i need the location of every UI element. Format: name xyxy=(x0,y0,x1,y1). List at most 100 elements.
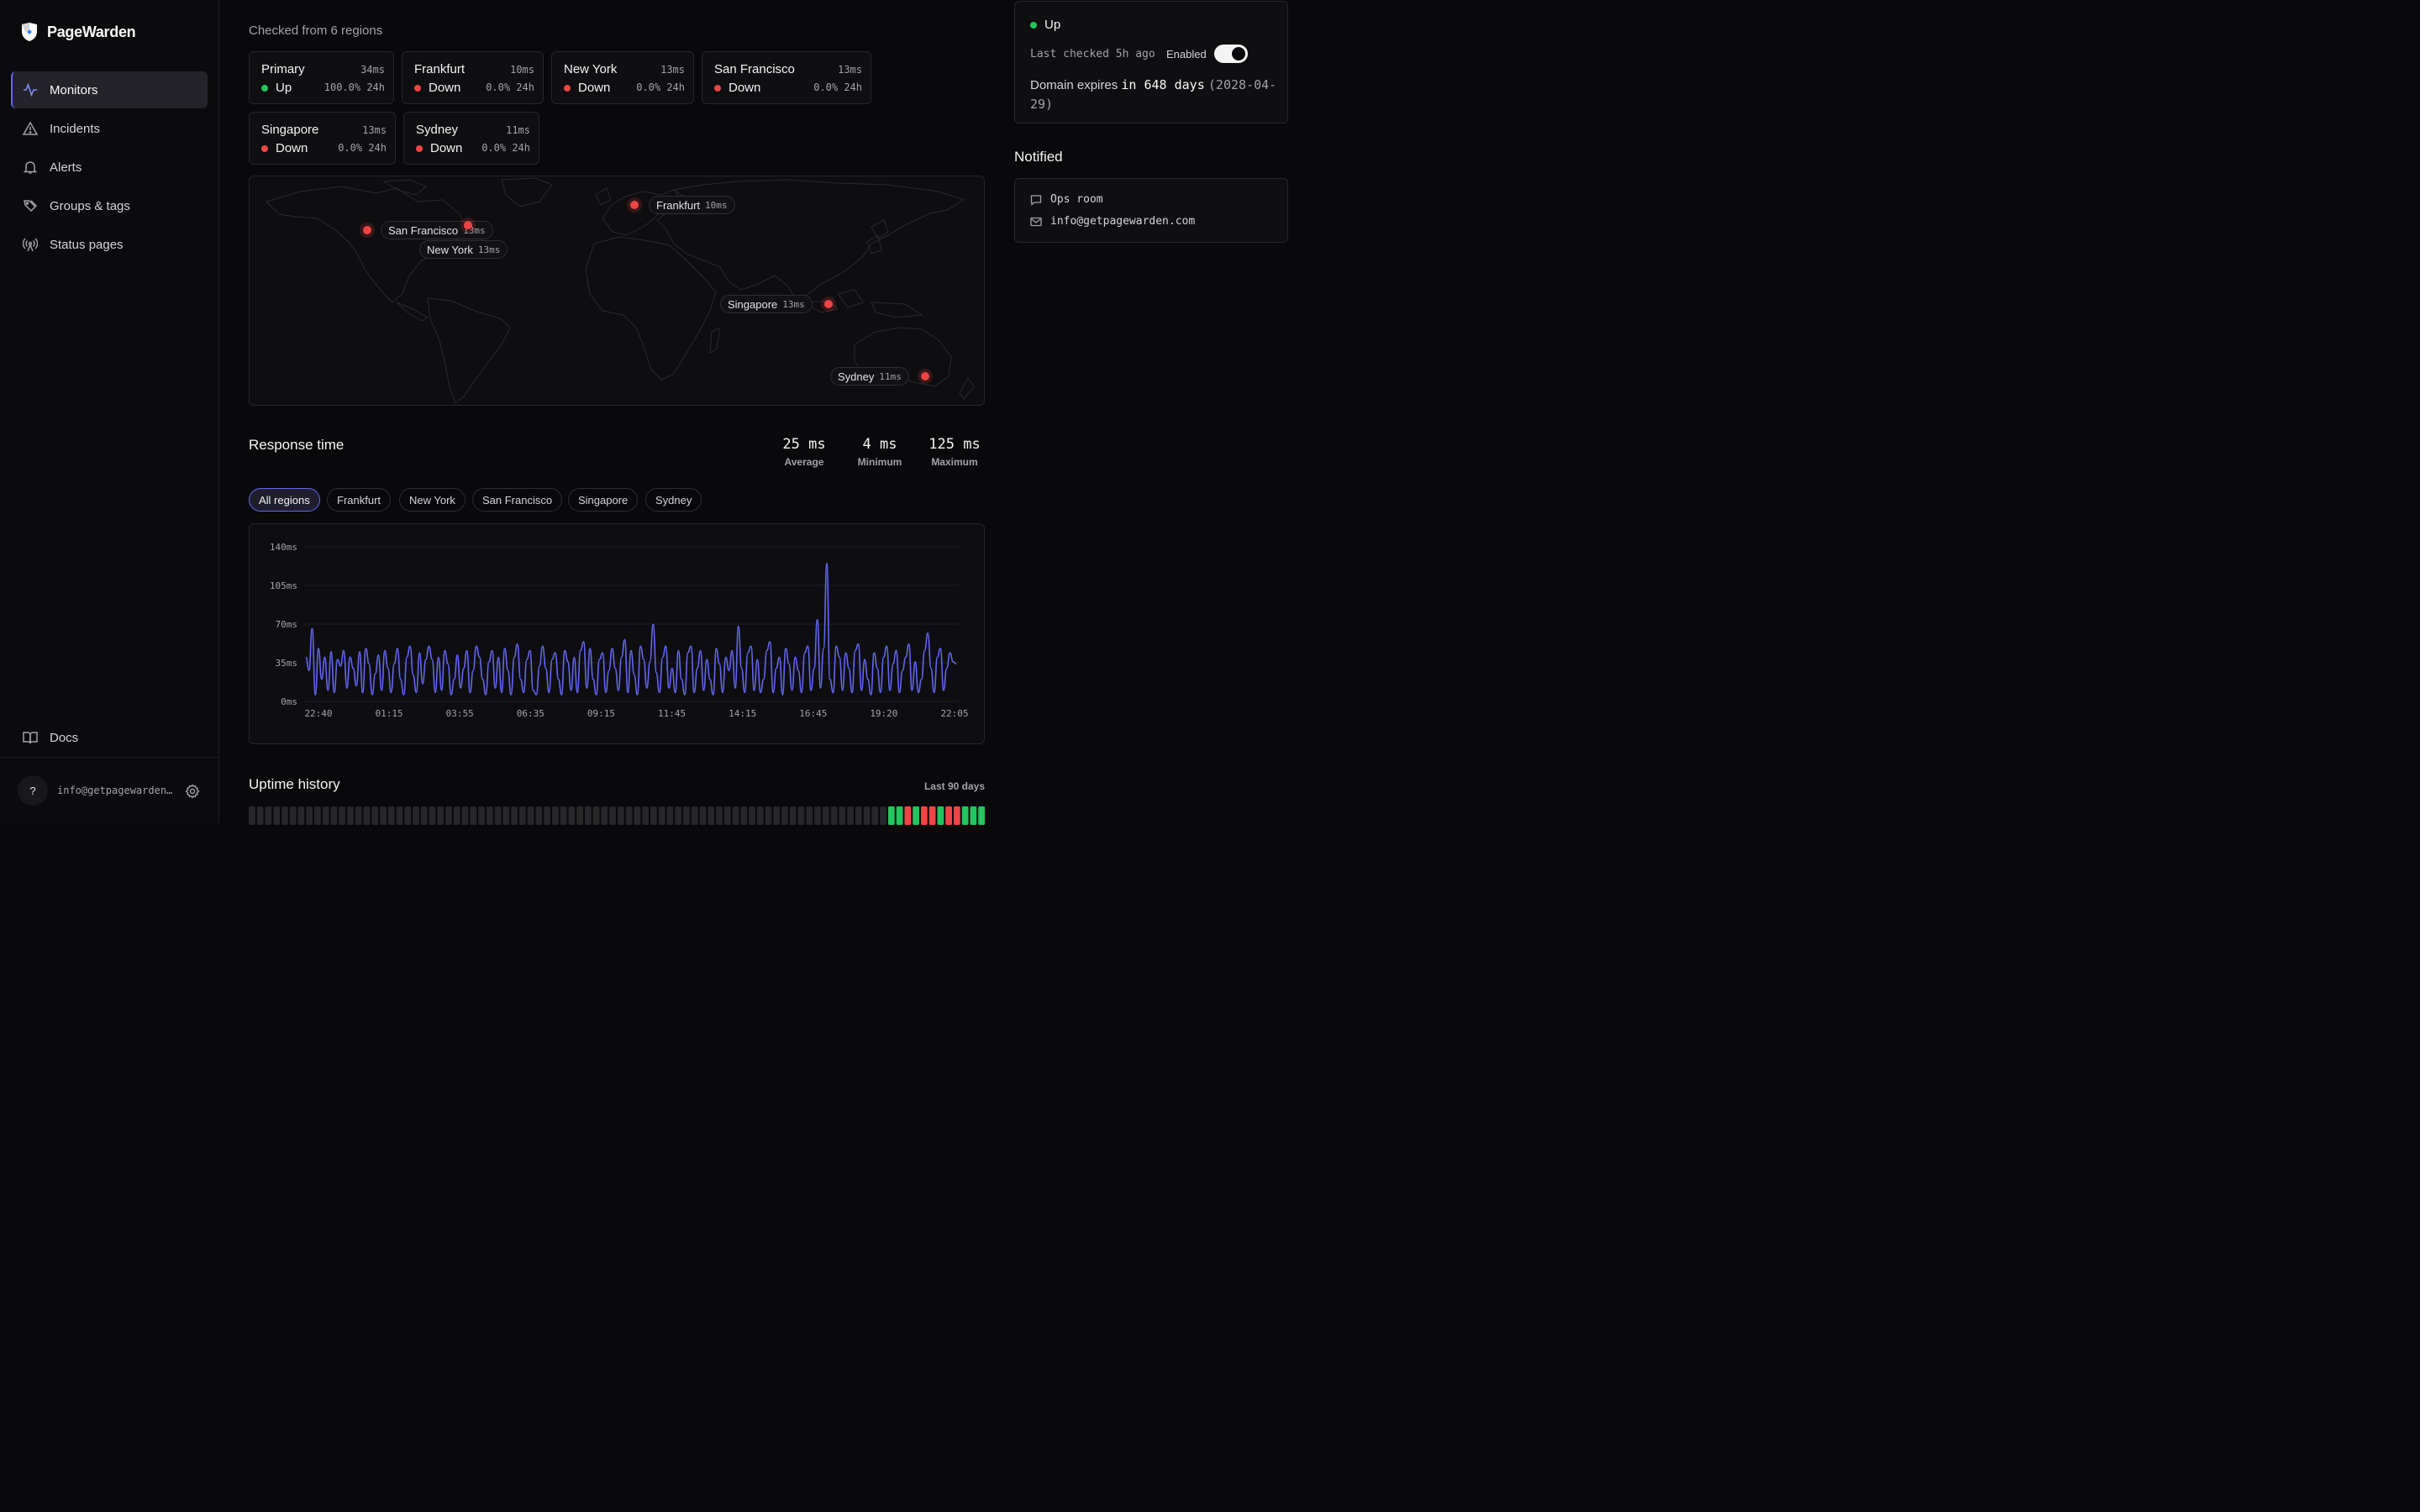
uptime-day-bar[interactable] xyxy=(601,806,608,825)
sidebar-item-groups-tags[interactable]: Groups & tags xyxy=(11,187,208,224)
uptime-day-bar[interactable] xyxy=(855,806,862,825)
region-card-singapore[interactable]: Singapore 13ms Down 0.0% 24h xyxy=(249,112,396,165)
map-pin-new-york[interactable] xyxy=(464,221,472,229)
uptime-day-bar[interactable] xyxy=(576,806,583,825)
uptime-day-bar[interactable] xyxy=(618,806,624,825)
uptime-day-bar[interactable] xyxy=(380,806,387,825)
sidebar-item-docs[interactable]: Docs xyxy=(11,721,208,754)
brand[interactable]: PageWarden xyxy=(20,22,136,42)
gear-icon[interactable] xyxy=(185,784,200,799)
uptime-day-bar[interactable] xyxy=(396,806,403,825)
uptime-day-bar[interactable] xyxy=(445,806,452,825)
sidebar-item-alerts[interactable]: Alerts xyxy=(11,149,208,186)
uptime-day-bar[interactable] xyxy=(756,806,764,825)
uptime-day-bar[interactable] xyxy=(249,806,255,825)
uptime-day-bar[interactable] xyxy=(551,806,559,825)
uptime-day-bar[interactable] xyxy=(920,806,928,825)
filter-chip-sydney[interactable]: Sydney xyxy=(645,488,702,512)
uptime-day-bar[interactable] xyxy=(306,806,313,825)
uptime-day-bar[interactable] xyxy=(330,806,338,825)
region-card-san-francisco[interactable]: San Francisco 13ms Down 0.0% 24h xyxy=(702,51,871,104)
region-card-new-york[interactable]: New York 13ms Down 0.0% 24h xyxy=(551,51,694,104)
uptime-day-bar[interactable] xyxy=(723,806,731,825)
uptime-day-bar[interactable] xyxy=(675,806,682,825)
uptime-day-bar[interactable] xyxy=(650,806,657,825)
uptime-day-bar[interactable] xyxy=(913,806,919,825)
uptime-day-bar[interactable] xyxy=(478,806,485,825)
uptime-day-bar[interactable] xyxy=(691,806,698,825)
uptime-day-bar[interactable] xyxy=(527,806,534,825)
uptime-day-bar[interactable] xyxy=(609,806,616,825)
uptime-day-bar[interactable] xyxy=(978,806,985,825)
uptime-day-bar[interactable] xyxy=(437,806,445,825)
uptime-day-bar[interactable] xyxy=(281,806,288,825)
uptime-day-bar[interactable] xyxy=(847,806,854,825)
uptime-day-bar[interactable] xyxy=(937,806,944,825)
uptime-day-bar[interactable] xyxy=(256,806,264,825)
uptime-day-bar[interactable] xyxy=(708,806,715,825)
uptime-day-bar[interactable] xyxy=(429,806,436,825)
uptime-day-bar[interactable] xyxy=(511,806,518,825)
uptime-day-bar[interactable] xyxy=(683,806,690,825)
uptime-day-bar[interactable] xyxy=(830,806,838,825)
uptime-day-bar[interactable] xyxy=(568,806,576,825)
uptime-day-bar[interactable] xyxy=(470,806,477,825)
filter-chip-new-york[interactable]: New York xyxy=(399,488,466,512)
uptime-day-bar[interactable] xyxy=(929,806,936,825)
map-pin-sydney[interactable] xyxy=(921,372,929,381)
region-card-primary[interactable]: Primary 34ms Up 100.0% 24h xyxy=(249,51,394,104)
uptime-day-bar[interactable] xyxy=(970,806,977,825)
uptime-day-bar[interactable] xyxy=(584,806,592,825)
uptime-day-bar[interactable] xyxy=(781,806,788,825)
uptime-day-bar[interactable] xyxy=(961,806,969,825)
avatar[interactable]: ? xyxy=(18,775,48,806)
uptime-day-bar[interactable] xyxy=(355,806,362,825)
uptime-day-bar[interactable] xyxy=(953,806,960,825)
uptime-day-bar[interactable] xyxy=(297,806,305,825)
uptime-day-bar[interactable] xyxy=(273,806,281,825)
uptime-day-bar[interactable] xyxy=(789,806,797,825)
filter-chip-singapore[interactable]: Singapore xyxy=(568,488,639,512)
uptime-day-bar[interactable] xyxy=(887,806,895,825)
uptime-day-bar[interactable] xyxy=(749,806,755,825)
uptime-day-bar[interactable] xyxy=(560,806,567,825)
uptime-day-bar[interactable] xyxy=(904,806,912,825)
uptime-day-bar[interactable] xyxy=(806,806,813,825)
uptime-day-bar[interactable] xyxy=(265,806,272,825)
uptime-day-bar[interactable] xyxy=(322,806,329,825)
enabled-toggle[interactable] xyxy=(1214,45,1248,63)
uptime-day-bar[interactable] xyxy=(453,806,460,825)
uptime-day-bar[interactable] xyxy=(797,806,805,825)
uptime-day-bar[interactable] xyxy=(839,806,846,825)
region-card-frankfurt[interactable]: Frankfurt 10ms Down 0.0% 24h xyxy=(402,51,544,104)
uptime-day-bar[interactable] xyxy=(945,806,952,825)
uptime-day-bar[interactable] xyxy=(314,806,321,825)
filter-chip-frankfurt[interactable]: Frankfurt xyxy=(327,488,392,512)
filter-chip-san-francisco[interactable]: San Francisco xyxy=(472,488,563,512)
uptime-day-bar[interactable] xyxy=(896,806,903,825)
uptime-day-bar[interactable] xyxy=(822,806,829,825)
uptime-day-bar[interactable] xyxy=(880,806,886,825)
uptime-day-bar[interactable] xyxy=(625,806,633,825)
notify-channel-email[interactable]: info@getpagewarden.com xyxy=(1030,215,1195,228)
uptime-day-bar[interactable] xyxy=(716,806,723,825)
sidebar-item-incidents[interactable]: Incidents xyxy=(11,110,208,147)
uptime-day-bar[interactable] xyxy=(863,806,871,825)
uptime-day-bar[interactable] xyxy=(871,806,879,825)
uptime-day-bar[interactable] xyxy=(363,806,371,825)
uptime-day-bar[interactable] xyxy=(420,806,428,825)
uptime-day-bar[interactable] xyxy=(535,806,543,825)
uptime-day-bar[interactable] xyxy=(765,806,772,825)
uptime-day-bar[interactable] xyxy=(404,806,412,825)
uptime-day-bar[interactable] xyxy=(740,806,748,825)
uptime-day-bar[interactable] xyxy=(486,806,493,825)
uptime-day-bar[interactable] xyxy=(494,806,502,825)
uptime-day-bar[interactable] xyxy=(814,806,821,825)
uptime-day-bar[interactable] xyxy=(642,806,650,825)
uptime-day-bar[interactable] xyxy=(658,806,666,825)
uptime-day-bar[interactable] xyxy=(592,806,600,825)
notify-channel-ops-room[interactable]: Ops room xyxy=(1030,193,1103,206)
uptime-day-bar[interactable] xyxy=(732,806,739,825)
uptime-day-bar[interactable] xyxy=(502,806,510,825)
uptime-day-bar[interactable] xyxy=(413,806,419,825)
